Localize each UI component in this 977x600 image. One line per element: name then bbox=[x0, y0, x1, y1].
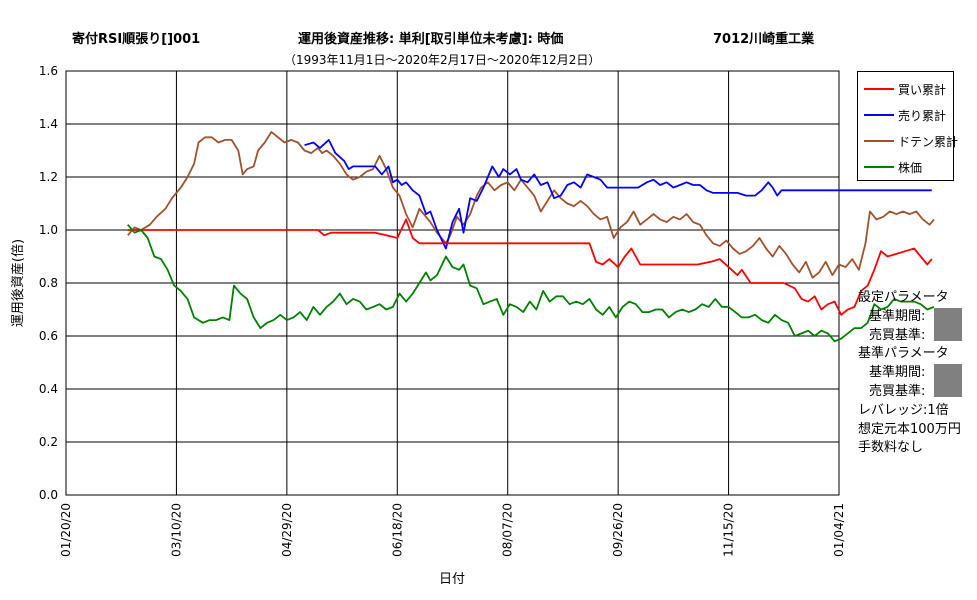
y-tick-label: 1.0 bbox=[39, 223, 58, 237]
stock-name: 7012川崎重工業 bbox=[713, 32, 815, 47]
param-leverage: レバレッジ:1倍 bbox=[858, 402, 949, 418]
y-tick-label: 1.4 bbox=[39, 117, 58, 131]
param-period-setting: 基準期間: bbox=[858, 307, 962, 341]
param-heading-setting: 設定パラメータ bbox=[858, 290, 949, 305]
legend-label-doten: ドテン累計 bbox=[898, 134, 959, 149]
grid bbox=[66, 71, 839, 495]
param-heading-base: 基準パラメータ bbox=[858, 346, 949, 362]
x-tick-label: 01/04/21 bbox=[832, 503, 846, 557]
redacted-box-setting bbox=[934, 307, 962, 341]
series-line-0 bbox=[127, 218, 933, 316]
series-group bbox=[127, 130, 935, 343]
series-line-1 bbox=[304, 138, 932, 250]
legend-item-stock: 株価 bbox=[864, 158, 922, 176]
legend-swatch-stock bbox=[864, 166, 894, 168]
param-period-base: 基準期間: bbox=[858, 364, 962, 398]
x-axis-label: 日付 bbox=[439, 572, 465, 587]
series-line-2 bbox=[127, 130, 935, 279]
redacted-box-base bbox=[934, 364, 962, 398]
param-criterion-setting: 売買基準: bbox=[869, 327, 926, 343]
x-axis-ticks: 01/20/20 03/10/20 04/29/20 06/18/20 08/07/20… bbox=[59, 503, 846, 557]
x-tick-label: 11/15/20 bbox=[722, 503, 736, 557]
chart-title: 運用後資産推移: 単利[取引単位未考慮]: 時価 bbox=[298, 32, 564, 47]
param-fee: 手数料なし bbox=[858, 440, 924, 456]
param-criterion-base: 売買基準: bbox=[869, 383, 926, 399]
parameter-panel: 設定パラメータ 基準期間: 売買基準: 基準パラメータ 基準期間: 売買基準: … bbox=[858, 289, 962, 458]
y-tick-label: 0.8 bbox=[39, 276, 58, 290]
y-tick-label: 0.0 bbox=[39, 488, 58, 502]
x-tick-label: 04/29/20 bbox=[280, 503, 294, 557]
legend-label-stock: 株価 bbox=[898, 160, 923, 175]
x-tick-label: 09/26/20 bbox=[611, 503, 625, 557]
y-tick-label: 0.6 bbox=[39, 329, 58, 343]
x-tick-label: 06/18/20 bbox=[390, 503, 404, 557]
chart-header-left: 寄付RSI順張り[]001 bbox=[72, 32, 201, 47]
legend-label-buy: 買い累計 bbox=[898, 82, 947, 97]
param-period-setting-label: 基準期間: bbox=[869, 308, 926, 324]
y-axis-ticks: 0.0 0.2 0.4 0.6 0.8 1.0 1.2 1.4 1.6 bbox=[39, 64, 58, 502]
chart-subtitle: （1993年11月1日～2020年2月17日～2020年12月2日） bbox=[284, 53, 601, 67]
legend-swatch-sell bbox=[864, 114, 894, 116]
legend: 買い累計 売り累計 ドテン累計 株価 bbox=[857, 71, 958, 181]
x-tick-label: 01/20/20 bbox=[59, 503, 73, 557]
y-tick-label: 1.6 bbox=[39, 64, 58, 78]
legend-item-buy: 買い累計 bbox=[864, 80, 946, 98]
x-tick-label: 08/07/20 bbox=[501, 503, 515, 557]
y-axis-label: 運用後資産(倍) bbox=[10, 239, 26, 327]
y-tick-label: 1.2 bbox=[39, 170, 58, 184]
param-capital: 想定元本100万円 bbox=[858, 421, 961, 437]
legend-swatch-buy bbox=[864, 88, 894, 90]
legend-item-sell: 売り累計 bbox=[864, 106, 946, 124]
legend-swatch-doten bbox=[864, 140, 894, 142]
legend-item-doten: ドテン累計 bbox=[864, 132, 958, 150]
series-line-3 bbox=[127, 224, 935, 343]
param-period-base-label: 基準期間: bbox=[869, 365, 926, 381]
y-tick-label: 0.2 bbox=[39, 435, 58, 449]
x-tick-label: 03/10/20 bbox=[169, 503, 183, 557]
y-tick-label: 0.4 bbox=[39, 382, 58, 396]
legend-label-sell: 売り累計 bbox=[898, 108, 947, 123]
